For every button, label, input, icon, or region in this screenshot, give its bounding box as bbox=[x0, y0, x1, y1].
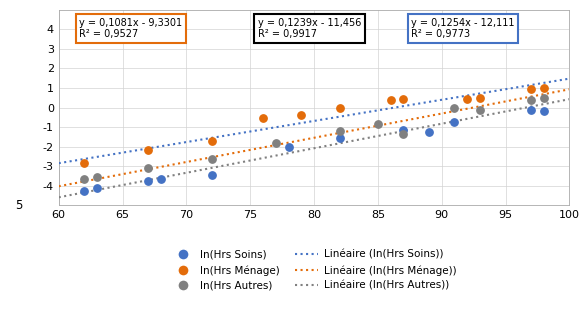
Point bbox=[527, 97, 536, 102]
Point bbox=[527, 86, 536, 92]
Point bbox=[156, 176, 166, 182]
Point bbox=[539, 108, 549, 113]
Text: 5: 5 bbox=[16, 199, 23, 212]
Point bbox=[80, 188, 89, 193]
Point bbox=[399, 96, 408, 101]
Legend: ln(Hrs Soins), ln(Hrs Ménage), ln(Hrs Autres), Linéaire (ln(Hrs Soins)), Linéair: ln(Hrs Soins), ln(Hrs Ménage), ln(Hrs Au… bbox=[168, 246, 460, 295]
Point bbox=[271, 140, 281, 145]
Text: y = 0,1239x - 11,456
R² = 0,9917: y = 0,1239x - 11,456 R² = 0,9917 bbox=[258, 18, 361, 39]
Point bbox=[80, 161, 89, 166]
Point bbox=[386, 97, 396, 102]
Text: y = 0,1081x - 9,3301
R² = 0,9527: y = 0,1081x - 9,3301 R² = 0,9527 bbox=[79, 18, 182, 39]
Point bbox=[335, 128, 345, 134]
Point bbox=[296, 113, 306, 118]
Point bbox=[284, 144, 294, 149]
Point bbox=[450, 120, 459, 125]
Point bbox=[335, 105, 345, 110]
Point bbox=[80, 176, 89, 182]
Point bbox=[539, 95, 549, 100]
Point bbox=[207, 172, 217, 178]
Point bbox=[475, 107, 485, 112]
Point bbox=[92, 174, 102, 180]
Point bbox=[424, 129, 434, 135]
Point bbox=[92, 185, 102, 190]
Point bbox=[539, 85, 549, 91]
Point bbox=[143, 147, 153, 152]
Point bbox=[143, 178, 153, 184]
Point bbox=[207, 157, 217, 162]
Point bbox=[143, 166, 153, 171]
Point bbox=[373, 122, 383, 127]
Point bbox=[258, 116, 268, 121]
Point bbox=[335, 135, 345, 141]
Point bbox=[527, 107, 536, 112]
Point bbox=[207, 138, 217, 143]
Point bbox=[450, 105, 459, 110]
Point bbox=[399, 127, 408, 133]
Point bbox=[463, 96, 472, 101]
Text: y = 0,1254x - 12,111
R² = 0,9773: y = 0,1254x - 12,111 R² = 0,9773 bbox=[411, 18, 515, 39]
Point bbox=[399, 131, 408, 137]
Point bbox=[475, 95, 485, 100]
